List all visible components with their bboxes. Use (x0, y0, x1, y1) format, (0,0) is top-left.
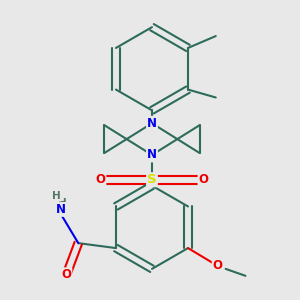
Text: H: H (58, 199, 67, 208)
Text: O: O (199, 173, 208, 186)
Text: O: O (213, 260, 223, 272)
Text: H: H (52, 190, 61, 201)
Text: N: N (147, 148, 157, 161)
Text: S: S (147, 173, 157, 186)
Text: O: O (61, 268, 71, 281)
Text: N: N (147, 117, 157, 130)
Text: N: N (56, 203, 65, 216)
Text: O: O (95, 173, 106, 186)
